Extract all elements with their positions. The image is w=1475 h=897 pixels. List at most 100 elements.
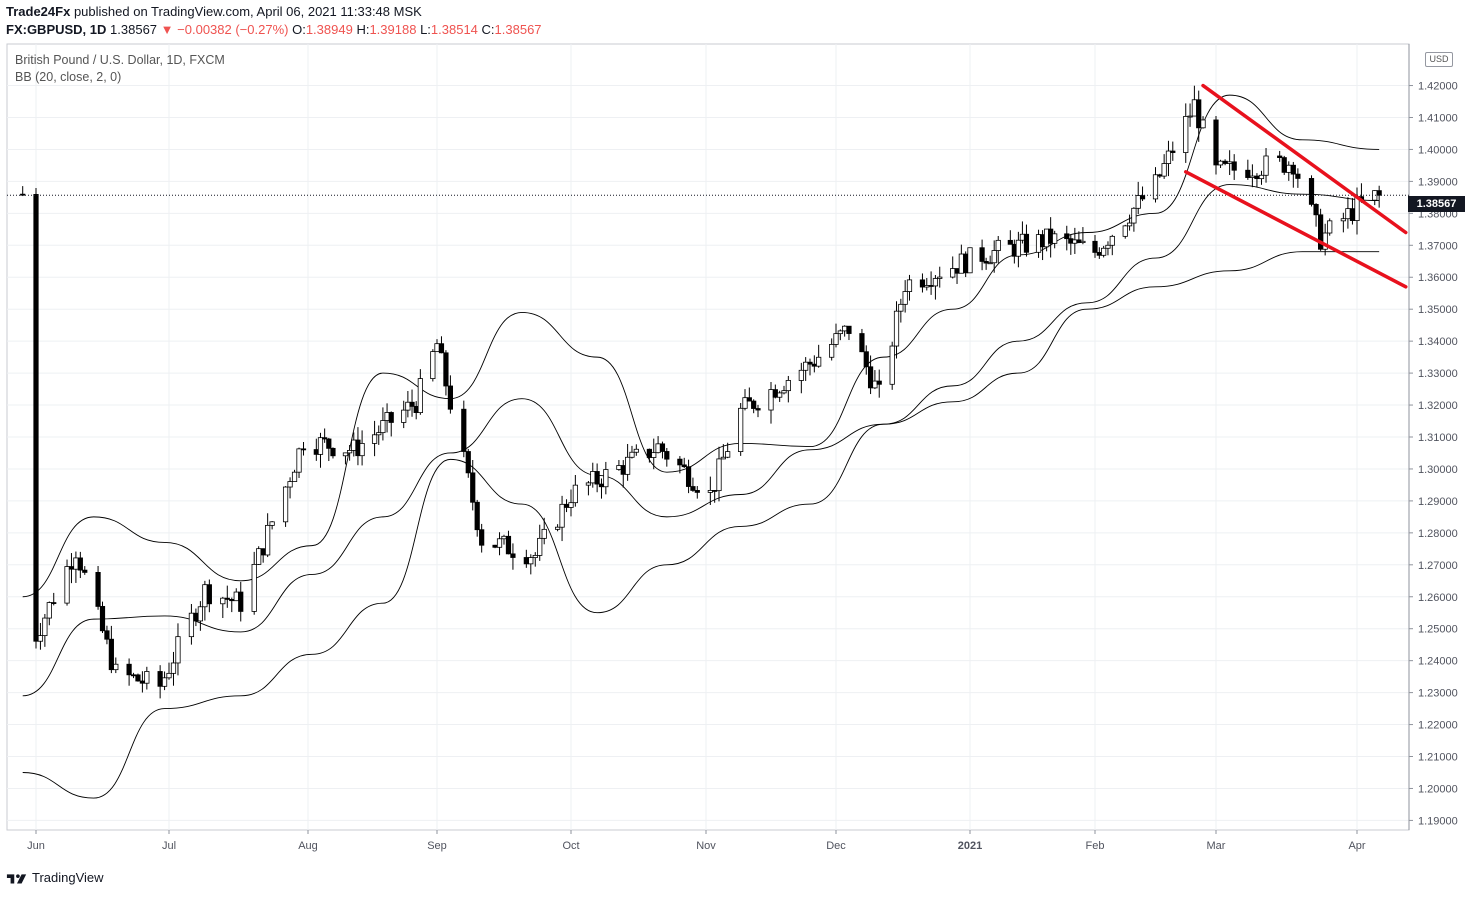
candle-body <box>777 392 783 398</box>
candle-body <box>505 535 512 555</box>
candle-body <box>559 503 565 528</box>
candle-body <box>1254 175 1260 180</box>
candle-body <box>238 591 244 612</box>
instrument-legend[interactable]: British Pound / U.S. Dollar, 1D, FXCM <box>15 53 225 67</box>
candle-body <box>738 407 744 452</box>
candle-body <box>872 380 878 389</box>
candle-body <box>1161 163 1167 177</box>
candle-body <box>572 484 578 504</box>
publish-date: published on TradingView.com, April 06, … <box>70 4 422 19</box>
down-arrow-icon: ▼ <box>160 22 174 37</box>
candle-body <box>928 285 934 287</box>
candle-body <box>224 597 230 600</box>
publisher-name[interactable]: Trade24Fx <box>6 4 71 19</box>
candle-body <box>659 443 666 452</box>
y-tick-label: 1.36000 <box>1418 272 1458 284</box>
candle-body <box>376 432 382 436</box>
candle-body <box>380 420 386 434</box>
candle-body <box>1345 208 1351 220</box>
candle-body <box>296 448 302 473</box>
candle-body <box>384 412 390 421</box>
candle-body <box>401 409 407 423</box>
candle-body <box>46 602 52 619</box>
candle-body <box>963 253 969 274</box>
candle-body <box>633 448 639 453</box>
candle-body <box>474 501 480 531</box>
candle-body <box>1183 116 1189 153</box>
candle-body <box>842 325 848 332</box>
candle-body <box>51 602 57 604</box>
y-tick-label: 1.20000 <box>1418 783 1458 795</box>
channel-lower-trendline <box>1184 170 1408 289</box>
candle-body <box>876 380 882 385</box>
candle-body <box>629 451 635 458</box>
candle-body <box>1170 150 1176 153</box>
candle-body <box>712 490 718 492</box>
candle-body <box>342 452 349 457</box>
y-tick-label: 1.29000 <box>1418 496 1458 508</box>
candle-body <box>594 471 600 485</box>
y-tick-label: 1.41000 <box>1418 112 1458 124</box>
candle-body <box>937 276 943 279</box>
candle-body <box>1064 233 1070 240</box>
candle-body <box>99 606 106 632</box>
x-tick-label: 2021 <box>958 840 982 852</box>
high-label: H: <box>356 22 370 37</box>
x-tick-label: Aug <box>298 840 318 852</box>
candle-body <box>269 521 275 526</box>
candle-body <box>313 449 319 455</box>
candle-body <box>359 443 365 457</box>
candle-body <box>1258 174 1265 180</box>
candle-body <box>523 557 529 565</box>
candle-body <box>720 456 726 460</box>
candle-body <box>282 486 289 523</box>
candle-body <box>1052 233 1058 244</box>
candle-body <box>751 400 757 409</box>
candle-body <box>1131 207 1137 224</box>
candle-body <box>919 279 926 288</box>
candle-body <box>932 278 939 287</box>
y-tick-label: 1.30000 <box>1418 464 1458 476</box>
candle-body <box>326 438 332 449</box>
candle-body <box>785 380 791 392</box>
candle-body <box>837 330 843 335</box>
candle-body <box>859 333 865 353</box>
candle-body <box>846 325 852 334</box>
candle-body <box>655 443 661 454</box>
y-tick-label: 1.19000 <box>1418 815 1458 827</box>
candle-body <box>108 638 114 671</box>
candle-body <box>1313 203 1319 216</box>
candle-body <box>863 351 869 368</box>
candle-body <box>585 482 592 486</box>
currency-button[interactable]: USD <box>1425 52 1453 67</box>
candle-body <box>541 528 547 539</box>
candle-body <box>537 537 543 556</box>
candle-body <box>409 401 415 407</box>
candle-body <box>434 343 440 353</box>
indicator-legend[interactable]: BB (20, close, 2, 0) <box>15 70 122 84</box>
price-change: −0.00382 (−0.27%) <box>177 22 289 37</box>
candle-body <box>833 333 839 345</box>
candle-body <box>104 630 110 640</box>
candle-body <box>1372 190 1378 201</box>
close-value: 1.38567 <box>494 22 542 37</box>
candle-body <box>347 450 353 454</box>
x-tick-label: Sep <box>427 840 447 852</box>
bollinger-middle-band <box>22 184 1380 697</box>
candle-body <box>685 466 692 487</box>
candle-body <box>1322 232 1328 250</box>
y-tick-label: 1.21000 <box>1418 752 1458 764</box>
candle-body <box>1187 115 1193 118</box>
open-value: 1.38949 <box>305 22 353 37</box>
candle-body <box>1340 218 1346 222</box>
candle-body <box>950 268 956 278</box>
candle-body <box>388 412 394 423</box>
candle-body <box>256 548 262 565</box>
tradingview-logo[interactable]: TradingView <box>6 870 104 885</box>
candle-body <box>690 486 696 491</box>
x-tick-label: Jul <box>162 840 176 852</box>
candle-body <box>603 469 609 488</box>
y-tick-label: 1.28000 <box>1418 528 1458 540</box>
y-tick-label: 1.37000 <box>1418 240 1458 252</box>
